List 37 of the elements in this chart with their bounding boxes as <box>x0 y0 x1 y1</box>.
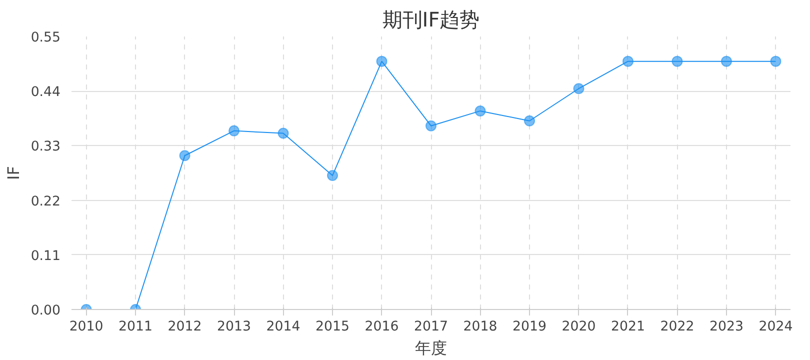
y-tick-label: 0.00 <box>30 304 61 318</box>
point <box>278 128 289 139</box>
point <box>622 56 634 67</box>
point <box>770 56 782 67</box>
point <box>179 150 190 162</box>
x-tick-label: 2014 <box>266 320 300 334</box>
point <box>573 83 584 94</box>
y-tick-label: 0.55 <box>30 30 61 46</box>
x-tick-label: 2011 <box>118 320 152 334</box>
x-tick-label: 2020 <box>562 320 596 334</box>
point <box>672 56 683 67</box>
y-axis-title: IF <box>4 166 23 180</box>
x-tick-label: 2022 <box>660 320 694 334</box>
x-tick-label: 2015 <box>316 320 350 334</box>
x-tick-label: 2016 <box>364 320 399 334</box>
point <box>474 105 486 116</box>
x-tick-label: 2018 <box>463 320 498 334</box>
x-tick-label: 2010 <box>69 320 104 334</box>
y-tick-label: 0.22 <box>30 194 61 210</box>
point <box>426 120 436 132</box>
x-tick-label: 2023 <box>710 320 744 334</box>
y-tick-label: 0.33 <box>30 140 61 155</box>
chart-title: 期刊IF趋势 <box>382 8 480 32</box>
x-tick-label: 2013 <box>217 320 251 334</box>
point <box>720 56 732 67</box>
x-axis-title: 年度 <box>415 338 447 358</box>
point <box>327 170 338 181</box>
x-tick-label: 2021 <box>611 320 645 334</box>
x-tick-label: 2017 <box>414 320 448 334</box>
x-tick-label: 2012 <box>168 320 202 334</box>
x-tick-label: 2024 <box>758 320 793 334</box>
y-tick-label: 0.11 <box>30 248 61 264</box>
point <box>376 56 388 67</box>
y-tick-label: 0.44 <box>30 85 61 100</box>
point <box>524 115 535 126</box>
x-tick-label: 2019 <box>512 320 546 334</box>
point <box>228 125 240 136</box>
